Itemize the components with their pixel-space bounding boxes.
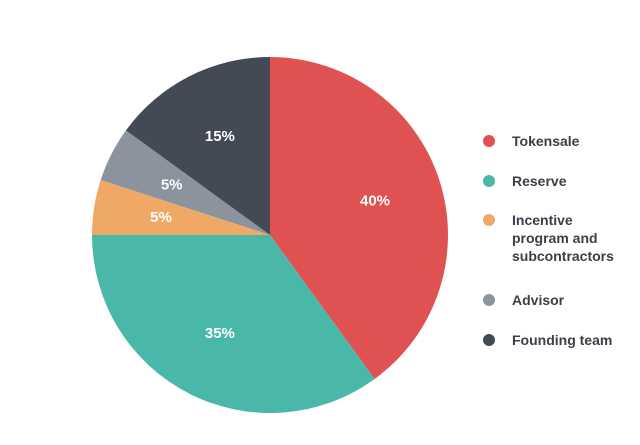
legend-swatch-founding-team (483, 334, 495, 346)
pie-slice-incentive-program-and-subcontractors (92, 179, 270, 235)
legend-label-founding-team: Founding team (512, 332, 613, 348)
pie-slice-advisor (100, 130, 271, 235)
legend-swatch-tokensale (483, 135, 495, 147)
legend-item-founding-team: Founding team (483, 331, 630, 349)
pie-labels: 40% 35% 5% 5% 15% (150, 128, 390, 342)
pie-label-founding-team: 15% (205, 128, 235, 145)
legend-swatch-reserve (483, 175, 495, 187)
legend-swatch-advisor (483, 294, 495, 306)
pie-slice-reserve (92, 235, 375, 414)
legend-item-reserve: Reserve (483, 172, 630, 190)
legend-label-incentive: Incentive program and subcontractors (512, 212, 614, 264)
pie-label-incentive-program-and-subcontractors: 5% (150, 209, 172, 226)
pie-slice-tokensale (270, 57, 449, 380)
legend-swatch-incentive (483, 214, 495, 226)
chart-legend: Tokensale Reserve Incentive program and … (483, 0, 633, 440)
legend-item-advisor: Advisor (483, 291, 630, 309)
pie-slice-founding-team (125, 57, 271, 235)
pie-label-reserve: 35% (205, 325, 235, 342)
legend-item-incentive: Incentive program and subcontractors (483, 211, 630, 265)
legend-item-tokensale: Tokensale (483, 132, 630, 150)
pie-label-advisor: 5% (161, 176, 183, 193)
pie-label-tokensale: 40% (360, 192, 390, 209)
legend-label-tokensale: Tokensale (512, 133, 580, 149)
legend-label-reserve: Reserve (512, 173, 567, 189)
legend-label-advisor: Advisor (512, 292, 565, 308)
pie-slices (92, 57, 449, 414)
